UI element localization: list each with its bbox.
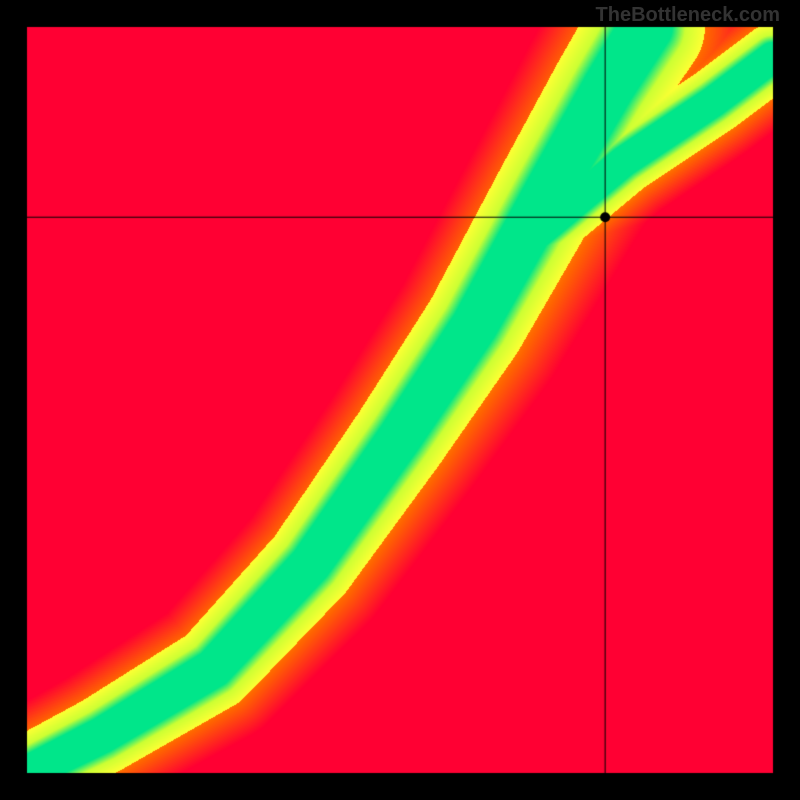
watermark-text: TheBottleneck.com xyxy=(596,4,780,27)
chart-container: TheBottleneck.com xyxy=(0,0,800,800)
heatmap-canvas xyxy=(0,0,800,800)
